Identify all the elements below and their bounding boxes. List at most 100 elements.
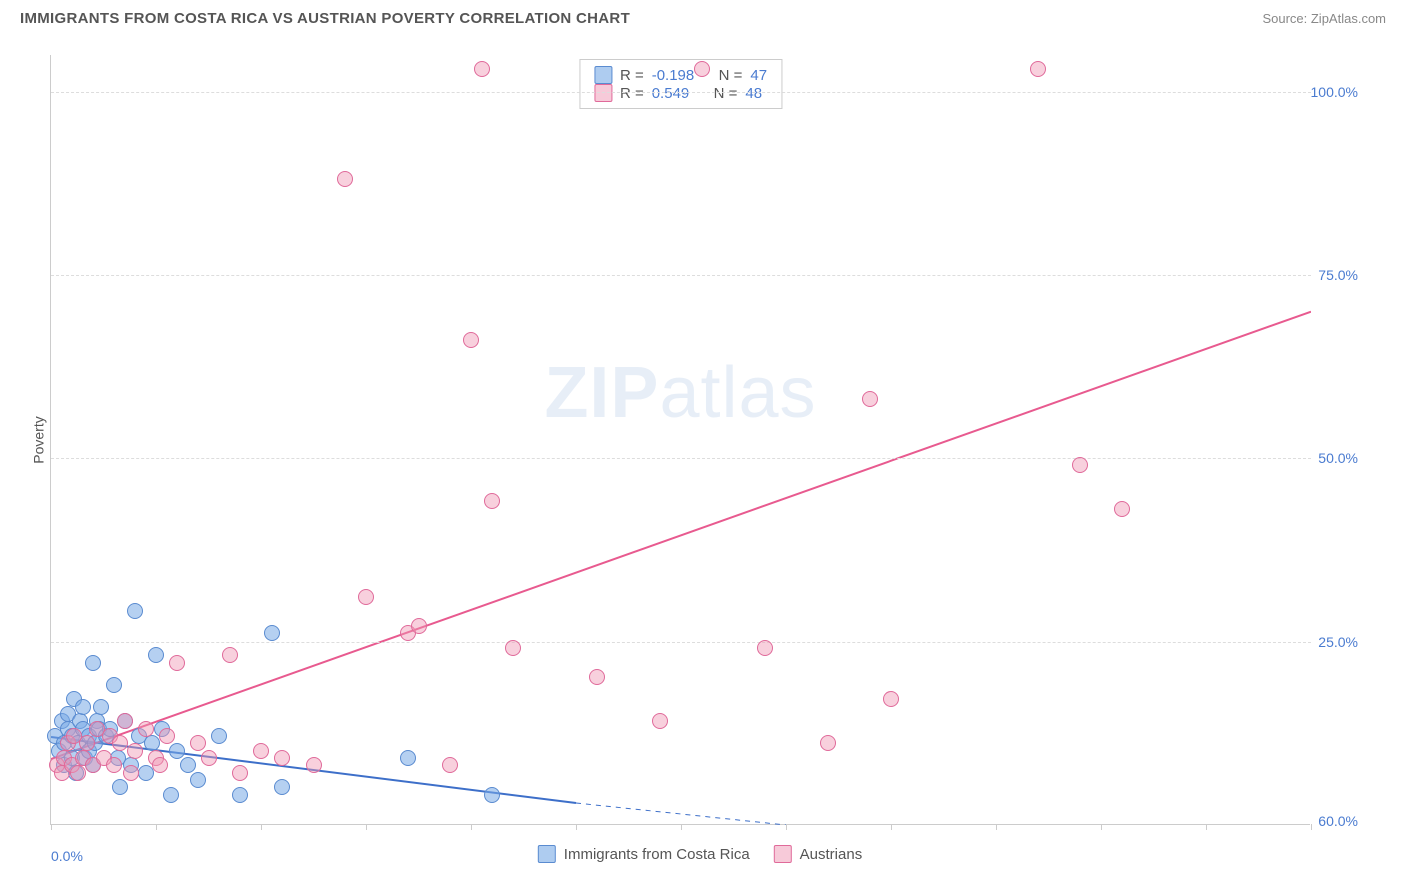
data-point [484,493,500,509]
data-point [106,677,122,693]
x-tick-mark [681,824,682,830]
data-point [93,699,109,715]
x-tick-label: 60.0% [1318,813,1358,829]
data-point [306,757,322,773]
plot-region: ZIPatlas R = -0.198 N = 47 R = 0.549 N =… [50,55,1310,825]
x-tick-mark [471,824,472,830]
x-tick-mark [576,824,577,830]
data-point [484,787,500,803]
data-point [112,779,128,795]
watermark: ZIPatlas [544,352,816,434]
data-point [337,171,353,187]
gridline [51,92,1311,93]
y-tick-label: 50.0% [1318,450,1358,466]
correlation-legend: R = -0.198 N = 47 R = 0.549 N = 48 [579,59,782,109]
x-tick-mark [891,824,892,830]
legend-swatch [774,845,792,863]
r-label: R = [620,85,644,102]
n-value: 47 [750,67,767,84]
data-point [862,391,878,407]
data-point [1114,501,1130,517]
data-point [232,787,248,803]
y-tick-label: 100.0% [1311,84,1358,100]
n-label: N = [714,85,738,102]
data-point [123,765,139,781]
chart-area: Poverty ZIPatlas R = -0.198 N = 47 R = 0… [50,55,1350,825]
data-point [358,589,374,605]
legend-label: Immigrants from Costa Rica [564,846,750,863]
x-tick-mark [51,824,52,830]
data-point [694,61,710,77]
data-point [222,647,238,663]
data-point [201,750,217,766]
legend-swatch [538,845,556,863]
data-point [190,735,206,751]
data-point [117,713,133,729]
data-point [211,728,227,744]
data-point [85,655,101,671]
x-tick-mark [1206,824,1207,830]
data-point [106,757,122,773]
data-point [1030,61,1046,77]
y-axis-label: Poverty [31,416,47,463]
x-tick-mark [156,824,157,830]
data-point [474,61,490,77]
gridline [51,458,1311,459]
x-tick-mark [261,824,262,830]
data-point [138,765,154,781]
legend-swatch [594,66,612,84]
data-point [127,743,143,759]
data-point [820,735,836,751]
data-point [169,743,185,759]
data-point [70,765,86,781]
data-point [190,772,206,788]
data-point [79,735,95,751]
data-point [163,787,179,803]
data-point [274,750,290,766]
data-point [883,691,899,707]
trend-lines [51,55,1311,825]
legend-row: R = -0.198 N = 47 [594,66,767,84]
gridline [51,275,1311,276]
data-point [180,757,196,773]
gridline [51,642,1311,643]
data-point [757,640,773,656]
data-point [148,647,164,663]
x-tick-mark [996,824,997,830]
data-point [169,655,185,671]
data-point [138,721,154,737]
y-tick-label: 75.0% [1318,267,1358,283]
n-value: 48 [745,85,762,102]
chart-title: IMMIGRANTS FROM COSTA RICA VS AUSTRIAN P… [20,10,630,27]
data-point [264,625,280,641]
x-tick-mark [1311,824,1312,830]
r-value: 0.549 [652,85,690,102]
x-tick-mark [786,824,787,830]
legend-label: Austrians [800,846,863,863]
data-point [1072,457,1088,473]
legend-item: Immigrants from Costa Rica [538,845,750,863]
legend-row: R = 0.549 N = 48 [594,84,767,102]
x-tick-label: 0.0% [51,848,83,864]
data-point [159,728,175,744]
x-tick-mark [1101,824,1102,830]
series-legend: Immigrants from Costa Rica Austrians [538,845,862,863]
data-point [152,757,168,773]
x-tick-mark [366,824,367,830]
data-point [75,699,91,715]
data-point [253,743,269,759]
data-point [411,618,427,634]
data-point [652,713,668,729]
legend-swatch [594,84,612,102]
chart-source: Source: ZipAtlas.com [1262,11,1386,26]
data-point [442,757,458,773]
data-point [112,735,128,751]
y-tick-label: 25.0% [1318,634,1358,650]
data-point [505,640,521,656]
data-point [589,669,605,685]
data-point [127,603,143,619]
n-label: N = [719,67,743,84]
data-point [144,735,160,751]
data-point [274,779,290,795]
r-label: R = [620,67,644,84]
